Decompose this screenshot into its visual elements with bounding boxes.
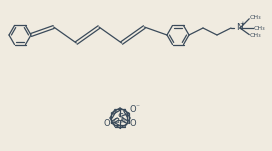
Text: S: S (117, 113, 123, 123)
Text: O: O (130, 119, 136, 129)
Text: CH₃: CH₃ (250, 15, 262, 20)
Text: O: O (104, 119, 110, 129)
Text: ⁻: ⁻ (135, 103, 139, 111)
Text: CH₃: CH₃ (114, 118, 126, 124)
Text: +: + (239, 21, 245, 27)
Text: N: N (236, 24, 243, 32)
Text: CH₃: CH₃ (250, 33, 262, 38)
Text: CH₃: CH₃ (254, 26, 266, 31)
Text: O: O (130, 106, 136, 114)
